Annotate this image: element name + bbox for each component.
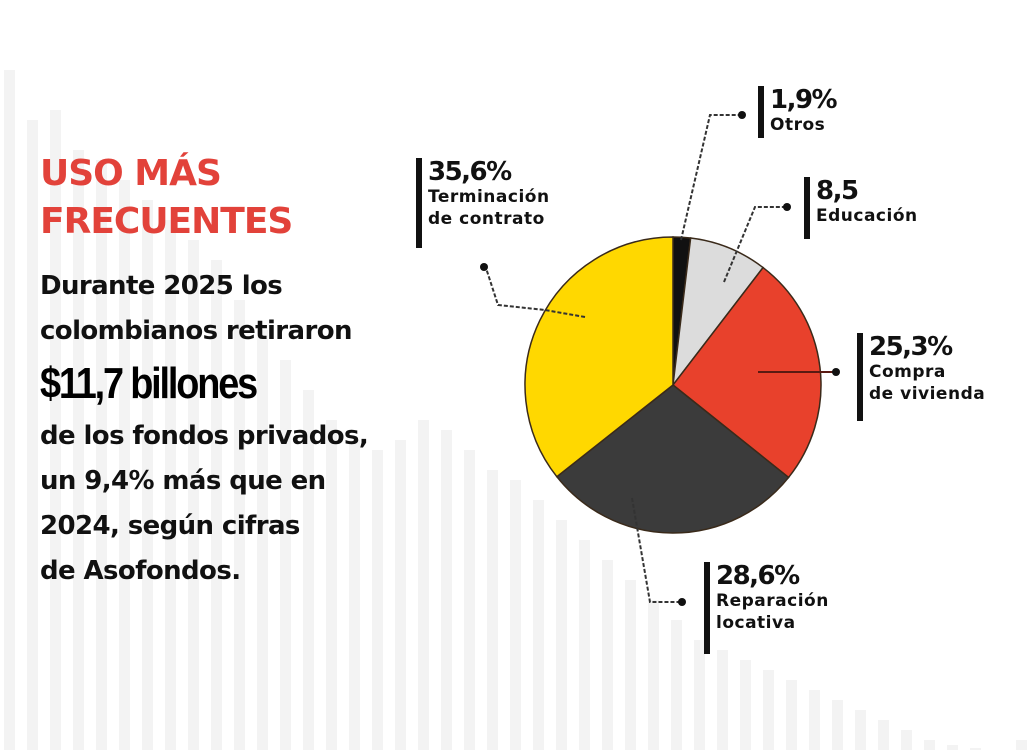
slice-terminacion bbox=[524, 236, 674, 478]
label-reparacion: 28,6% Reparación locativa bbox=[704, 562, 829, 654]
label-terminacion-value: 35,6% bbox=[428, 157, 512, 187]
leader-dot-reparacion bbox=[678, 598, 686, 606]
label-otros: 1,9% Otros bbox=[758, 85, 838, 138]
leader-otros bbox=[680, 114, 742, 241]
leader-dot-terminacion bbox=[480, 263, 488, 271]
label-educacion-value: 8,5 bbox=[816, 176, 859, 206]
text-column: USO MÁS FRECUENTES Durante 2025 los colo… bbox=[40, 150, 440, 594]
label-compra-category-1: Compra bbox=[869, 362, 946, 382]
label-terminacion: 35,6% Terminación de contrato bbox=[416, 158, 550, 248]
label-reparacion-value: 28,6% bbox=[716, 561, 800, 591]
slice-reparacion bbox=[555, 384, 790, 534]
pie-slices bbox=[524, 236, 822, 534]
description-line-6: de Asofondos. bbox=[40, 556, 241, 586]
leader-reparacion bbox=[631, 497, 682, 603]
leader-dot-compra bbox=[832, 368, 840, 376]
slice-compra bbox=[671, 266, 822, 479]
title-line-2: FRECUENTES bbox=[40, 201, 293, 242]
leader-dot-otros bbox=[738, 111, 746, 119]
label-otros-value: 1,9% bbox=[770, 85, 838, 115]
label-compra-category-2: de vivienda bbox=[869, 384, 986, 404]
label-compra: 25,3% Compra de vivienda bbox=[857, 333, 985, 421]
leader-dot-educacion bbox=[783, 203, 791, 211]
label-educacion: 8,5 Educación bbox=[804, 177, 918, 239]
label-terminacion-category-2: de contrato bbox=[428, 209, 545, 229]
leader-educacion bbox=[723, 206, 787, 283]
amount-highlight: $11,7 billones bbox=[40, 359, 258, 408]
description-line-3: de los fondos privados, bbox=[40, 421, 369, 451]
description: Durante 2025 los colombianos retiraron $… bbox=[40, 264, 440, 594]
label-educacion-category: Educación bbox=[816, 206, 918, 226]
leader-lines bbox=[480, 111, 840, 606]
label-otros-category: Otros bbox=[770, 115, 826, 135]
description-line-1: Durante 2025 los bbox=[40, 271, 283, 301]
description-line-4: un 9,4% más que en bbox=[40, 466, 326, 496]
label-reparacion-category-2: locativa bbox=[716, 613, 796, 633]
title-line-1: USO MÁS bbox=[40, 153, 222, 194]
description-line-2: colombianos retiraron bbox=[40, 316, 352, 346]
description-line-5: 2024, según cifras bbox=[40, 511, 300, 541]
leader-terminacion bbox=[485, 267, 586, 318]
label-compra-value: 25,3% bbox=[869, 332, 953, 362]
label-reparacion-category-1: Reparación bbox=[716, 591, 829, 611]
label-terminacion-category-1: Terminación bbox=[428, 187, 550, 207]
